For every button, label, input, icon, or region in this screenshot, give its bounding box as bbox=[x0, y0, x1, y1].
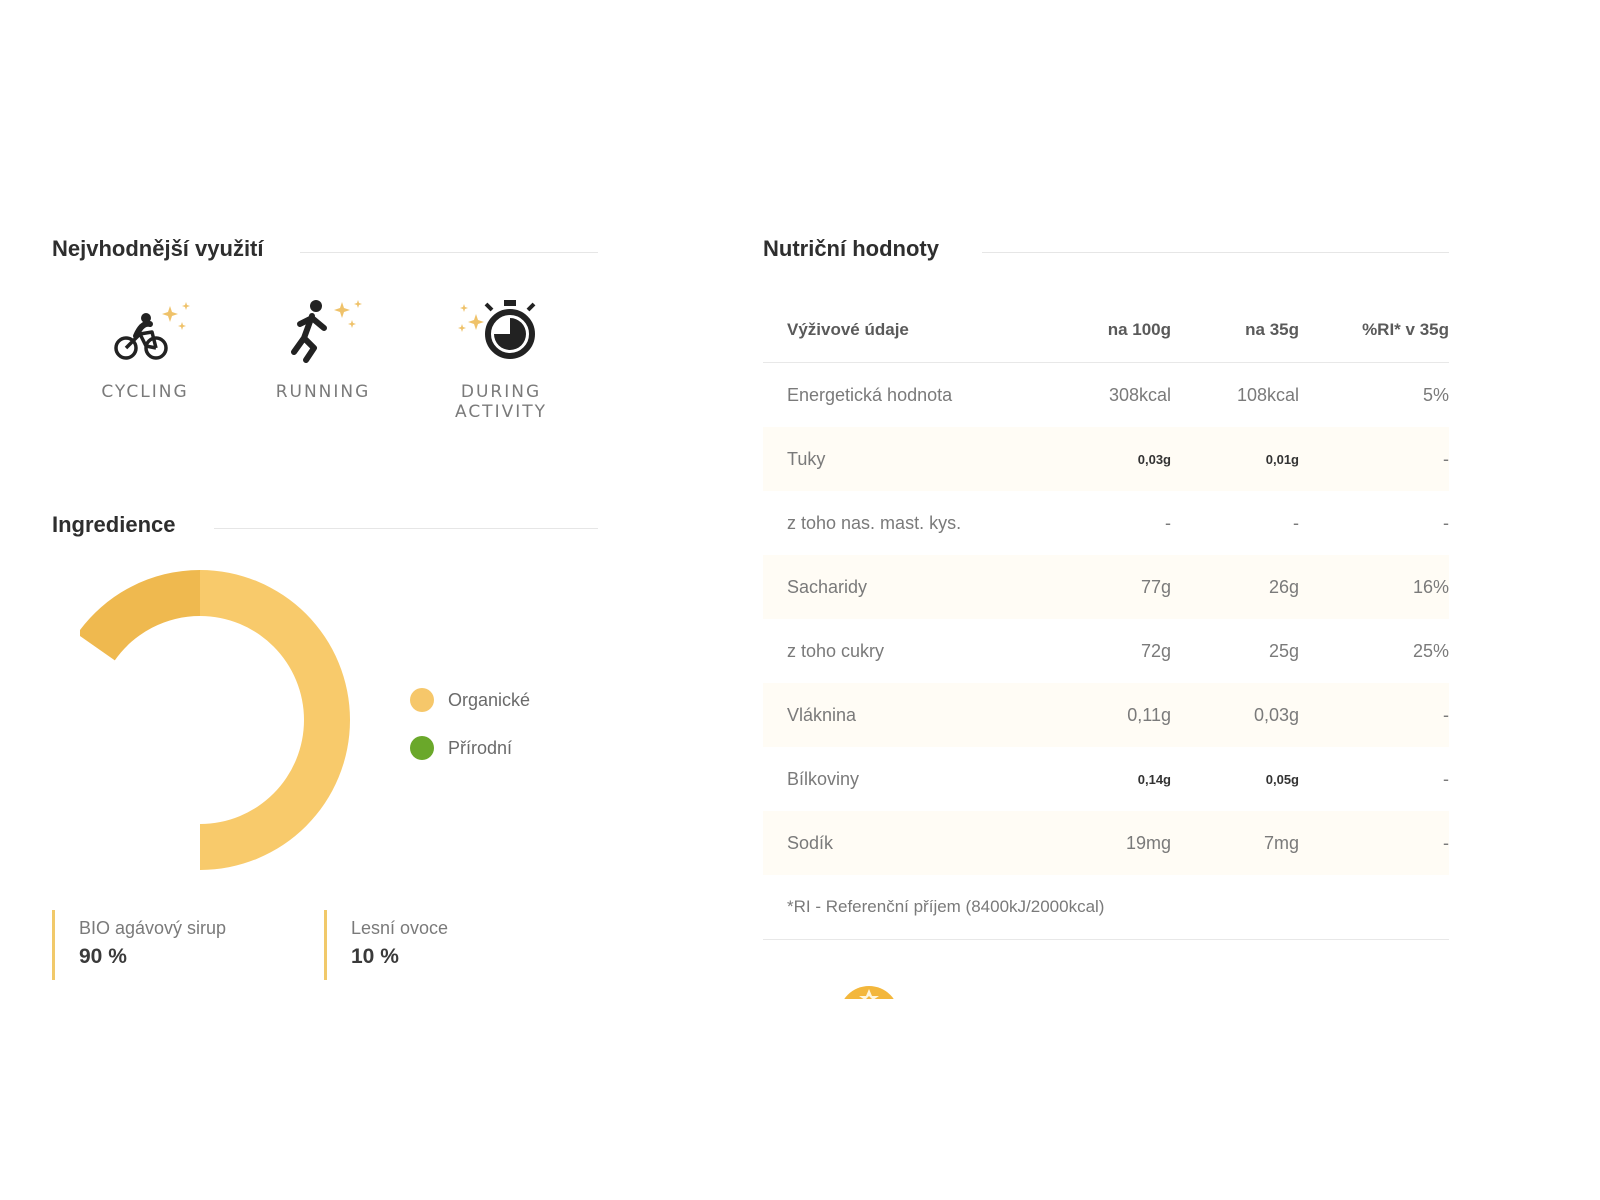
ingredient-name: BIO agávový sirup bbox=[79, 918, 227, 938]
ingredient-forest-fruit: Lesní ovoce 10 % bbox=[324, 910, 448, 980]
row-per-100g: 0,03g bbox=[1137, 451, 1171, 467]
row-name: Vláknina bbox=[787, 704, 857, 725]
usage-label: RUNNING bbox=[275, 382, 371, 402]
row-per-35g: 0,05g bbox=[1265, 771, 1299, 787]
row-ri: 16% bbox=[1412, 576, 1449, 597]
usage-during-activity: DURING ACTIVITY bbox=[416, 296, 586, 422]
row-ri: - bbox=[1443, 448, 1449, 469]
row-per-100g: 0,11g bbox=[1127, 704, 1171, 725]
row-ri: - bbox=[1443, 704, 1449, 725]
nutrition-title-divider bbox=[982, 252, 1449, 253]
row-per-35g: 0,01g bbox=[1265, 451, 1299, 467]
nutrition-table: Výživové údaje na 100g na 35g %RI* v 35g… bbox=[763, 298, 1449, 940]
usage-title: Nejvhodnější využití bbox=[52, 236, 264, 262]
row-name: Sodík bbox=[787, 832, 834, 853]
usage-cycling: CYCLING bbox=[60, 296, 230, 402]
usage-running: RUNNING bbox=[238, 296, 408, 402]
ingredient-percent: 90 % bbox=[79, 945, 127, 968]
legend-dot-icon bbox=[410, 688, 434, 712]
ingredients-title-divider bbox=[214, 528, 598, 529]
table-row: Sodík 19mg 7mg - bbox=[763, 811, 1449, 875]
usage-label: CYCLING bbox=[101, 382, 189, 402]
row-per-35g: 0,03g bbox=[1253, 704, 1299, 725]
row-per-35g: 108kcal bbox=[1236, 384, 1299, 405]
ingredient-name: Lesní ovoce bbox=[351, 918, 449, 938]
ingredients-title: Ingredience bbox=[52, 512, 175, 538]
row-ri: - bbox=[1443, 768, 1449, 789]
nutrition-title: Nutriční hodnoty bbox=[763, 236, 939, 262]
row-ri: - bbox=[1443, 512, 1449, 533]
legend-label: Organické bbox=[448, 689, 531, 710]
row-ri: - bbox=[1443, 832, 1449, 853]
legend-item-natural: Přírodní bbox=[410, 724, 530, 772]
badge-icon bbox=[844, 986, 894, 999]
table-row: Bílkoviny 0,14g 0,05g - bbox=[763, 747, 1449, 811]
row-per-35g: 26g bbox=[1268, 576, 1299, 597]
row-name: Tuky bbox=[787, 448, 826, 469]
runner-icon bbox=[291, 300, 362, 363]
usage-label: DURING ACTIVITY bbox=[454, 382, 547, 422]
table-row: z toho nas. mast. kys. - - - bbox=[763, 491, 1449, 555]
legend-item-organic: Organické bbox=[410, 676, 530, 724]
row-ri: 5% bbox=[1422, 384, 1449, 405]
table-row: Vláknina 0,11g 0,03g - bbox=[763, 683, 1449, 747]
row-per-100g: - bbox=[1165, 512, 1171, 533]
ingredients-legend: Organické Přírodní bbox=[410, 676, 530, 772]
header-per-100g: na 100g bbox=[1107, 320, 1171, 339]
legend-label: Přírodní bbox=[448, 737, 513, 758]
row-name: z toho cukry bbox=[787, 640, 885, 661]
row-name: z toho nas. mast. kys. bbox=[787, 512, 962, 533]
row-per-35g: 7mg bbox=[1263, 832, 1299, 853]
row-per-35g: 25g bbox=[1268, 640, 1299, 661]
ingredients-title-text: Ingredience bbox=[52, 512, 176, 537]
ingredients-donut-chart bbox=[80, 570, 350, 870]
row-per-100g: 308kcal bbox=[1108, 384, 1171, 405]
row-per-100g: 77g bbox=[1140, 576, 1171, 597]
legend-dot-icon bbox=[410, 736, 434, 760]
row-name: Energetická hodnota bbox=[787, 384, 953, 405]
usage-title-divider bbox=[300, 252, 598, 253]
row-name: Bílkoviny bbox=[787, 768, 860, 789]
ingredient-agave: BIO agávový sirup 90 % bbox=[52, 910, 226, 980]
header-nutrient: Výživové údaje bbox=[787, 320, 909, 339]
donut-slice-agave bbox=[200, 570, 350, 870]
header-ri: %RI* v 35g bbox=[1362, 320, 1449, 339]
row-per-100g: 19mg bbox=[1125, 832, 1171, 853]
donut-slice-forest-fruit bbox=[80, 570, 200, 661]
header-per-35g: na 35g bbox=[1245, 320, 1299, 339]
nutrition-title-text: Nutriční hodnoty bbox=[763, 236, 939, 261]
row-per-100g: 72g bbox=[1140, 640, 1171, 661]
table-row: Tuky 0,03g 0,01g - bbox=[763, 427, 1449, 491]
row-per-100g: 0,14g bbox=[1137, 771, 1171, 787]
table-body: Energetická hodnota 308kcal 108kcal 5% Tuky 0… bbox=[763, 363, 1449, 875]
ingredient-percent: 10 % bbox=[351, 945, 399, 968]
row-per-35g: - bbox=[1293, 512, 1299, 533]
table-row: Sacharidy 77g 26g 16% bbox=[763, 555, 1449, 619]
table-row: z toho cukry 72g 25g 25% bbox=[763, 619, 1449, 683]
table-header-row: Výživové údaje na 100g na 35g %RI* v 35g bbox=[763, 298, 1449, 363]
usage-title-text: Nejvhodnější využití bbox=[52, 236, 264, 261]
row-name: Sacharidy bbox=[787, 576, 868, 597]
stopwatch-icon bbox=[458, 300, 536, 359]
table-row: Energetická hodnota 308kcal 108kcal 5% bbox=[763, 363, 1449, 427]
row-ri: 25% bbox=[1412, 640, 1449, 661]
nutrition-footnote: *RI - Referenční příjem (8400kJ/2000kcal… bbox=[763, 875, 1449, 940]
cyclist-icon bbox=[114, 302, 190, 360]
